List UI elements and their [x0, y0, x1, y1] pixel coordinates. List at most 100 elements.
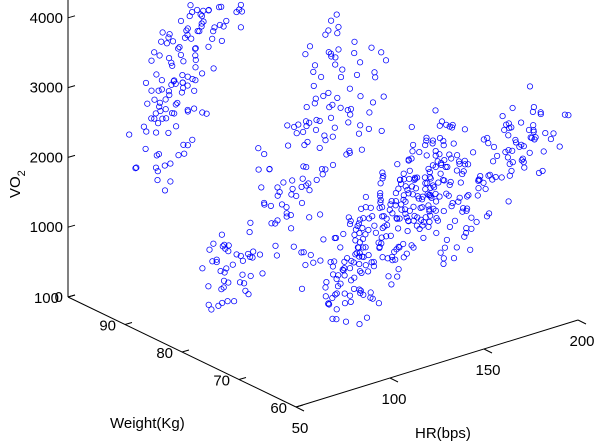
data-point	[199, 265, 206, 272]
data-point	[427, 212, 434, 219]
data-point	[480, 179, 487, 186]
data-point	[509, 104, 516, 112]
data-point	[348, 257, 355, 265]
data-point	[180, 84, 187, 91]
data-point	[550, 130, 557, 137]
data-point	[406, 167, 413, 174]
data-point	[288, 225, 295, 232]
data-point	[505, 132, 512, 139]
data-point	[290, 243, 297, 250]
data-point	[231, 298, 238, 305]
data-point	[293, 130, 300, 137]
data-point	[341, 290, 348, 297]
data-point	[325, 49, 332, 56]
data-point	[351, 274, 358, 281]
data-point	[162, 96, 169, 103]
data-point	[383, 233, 390, 240]
data-point	[143, 128, 150, 135]
data-point	[284, 122, 291, 129]
data-point	[556, 143, 563, 150]
data-point	[396, 215, 403, 222]
data-point	[283, 213, 290, 220]
data-point	[526, 83, 534, 90]
data-point	[436, 122, 443, 129]
data-point	[345, 214, 352, 221]
data-point	[424, 190, 431, 197]
data-point	[362, 262, 369, 269]
data-point	[482, 185, 489, 193]
data-point	[423, 152, 430, 159]
data-point	[384, 255, 391, 262]
data-point	[259, 270, 266, 277]
data-point	[358, 205, 365, 212]
data-point	[392, 202, 399, 209]
data-point	[380, 172, 387, 180]
data-point	[388, 281, 395, 288]
data-point	[433, 229, 440, 237]
data-point	[434, 158, 441, 165]
data-point	[506, 172, 513, 179]
data-point	[357, 287, 364, 294]
data-point	[224, 298, 231, 305]
data-point	[405, 218, 412, 225]
data-point	[278, 201, 286, 208]
data-point	[239, 271, 246, 278]
data-point	[449, 121, 456, 129]
data-point	[378, 234, 385, 241]
data-point	[385, 273, 392, 280]
data-point	[126, 131, 133, 138]
data-point	[331, 124, 338, 131]
data-point	[467, 246, 474, 253]
data-point	[427, 184, 434, 191]
data-point	[402, 206, 409, 213]
data-point	[144, 100, 151, 107]
data-point	[365, 226, 372, 234]
data-point	[379, 254, 386, 261]
x-tick-label: 100	[381, 391, 406, 408]
data-point	[408, 242, 415, 249]
data-point	[218, 231, 225, 238]
data-point	[329, 133, 336, 140]
data-point	[475, 185, 482, 192]
data-point	[356, 250, 363, 257]
data-point	[167, 160, 174, 167]
data-point	[233, 251, 240, 258]
data-point	[461, 161, 469, 168]
data-point	[341, 300, 349, 307]
data-point	[341, 258, 348, 265]
data-point	[455, 158, 463, 165]
data-point	[447, 178, 454, 185]
data-point	[280, 179, 287, 186]
data-point	[180, 58, 187, 65]
x-tick-mark	[483, 348, 493, 354]
data-point	[547, 136, 554, 143]
data-point	[334, 94, 341, 101]
y-tick-label: 90	[99, 318, 116, 335]
data-point	[425, 165, 432, 172]
y-tick-mark	[295, 404, 304, 408]
data-point	[329, 161, 337, 169]
data-point	[431, 184, 438, 191]
data-point	[408, 123, 415, 131]
data-point	[220, 277, 228, 284]
data-point	[179, 79, 186, 86]
z-tick-mark	[67, 15, 76, 19]
data-point	[334, 30, 341, 37]
data-point	[463, 207, 470, 214]
data-point	[404, 186, 411, 193]
data-point	[490, 158, 497, 165]
data-point	[175, 45, 182, 52]
data-point	[153, 71, 160, 78]
data-point	[454, 152, 461, 159]
data-point	[198, 12, 206, 20]
data-point	[237, 24, 244, 31]
data-point	[445, 192, 452, 199]
data-point	[233, 9, 240, 16]
data-point	[396, 176, 404, 184]
data-point	[203, 110, 210, 117]
data-point	[347, 105, 355, 113]
data-point	[540, 148, 547, 155]
data-point	[410, 203, 417, 210]
data-point	[490, 143, 498, 151]
data-point	[530, 122, 537, 129]
